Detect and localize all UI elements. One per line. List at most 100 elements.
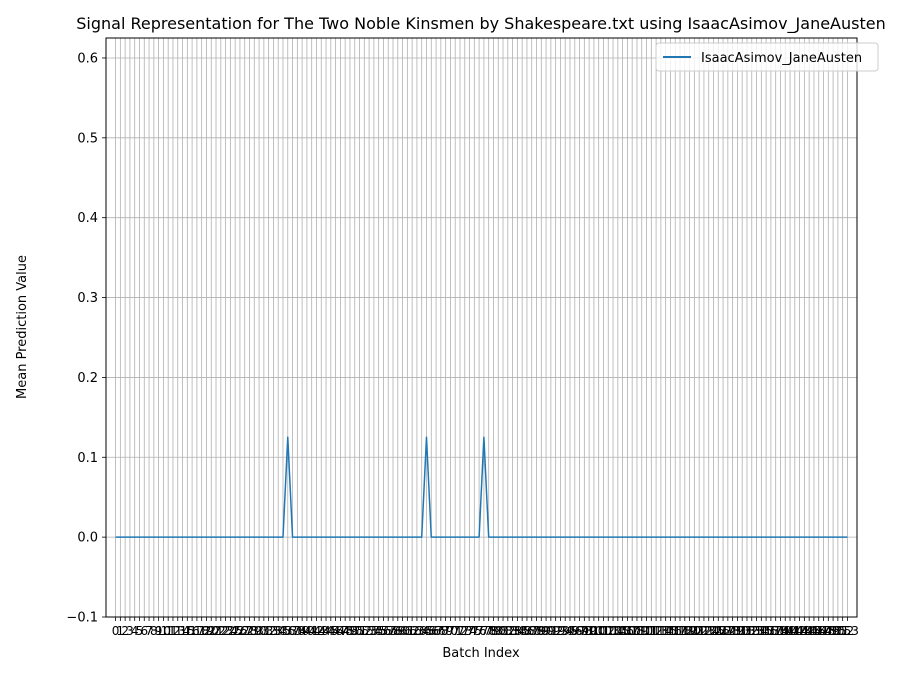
x-tick-label: 105 (606, 624, 629, 638)
x-tick-label: 31 (256, 624, 271, 638)
x-tick-label: 83 (505, 624, 520, 638)
legend: IsaacAsimov_JaneAusten (655, 42, 879, 72)
x-tick-label: 75 (467, 624, 482, 638)
x-tick-label: 18 (194, 624, 209, 638)
x-tick-label: 22 (213, 624, 228, 638)
x-tick-label: 62 (404, 624, 419, 638)
x-tick-label: 64 (414, 624, 429, 638)
x-tick-label: 134 (745, 624, 768, 638)
x-tick-label: 86 (519, 624, 534, 638)
x-tick-label: 10 (156, 624, 171, 638)
x-tick-label: 63 (409, 624, 424, 638)
y-tick-label: 0.2 (77, 371, 98, 386)
x-tick-label: 19 (199, 624, 214, 638)
x-tick-label: 49 (342, 624, 357, 638)
x-tick-label: 130 (726, 624, 749, 638)
x-tick-label: 131 (731, 624, 754, 638)
x-tick-label: 148 (812, 624, 835, 638)
x-tick-label: 118 (669, 624, 692, 638)
x-tick-label: 17 (189, 624, 204, 638)
x-tick-label: 135 (750, 624, 773, 638)
x-tick-label: 97 (572, 624, 587, 638)
x-tick-label: 149 (817, 624, 840, 638)
x-tick-label: 43 (314, 624, 329, 638)
x-tick-label: 153 (836, 624, 859, 638)
x-tick-label: 109 (626, 624, 649, 638)
x-tick-label: 104 (602, 624, 625, 638)
x-tick-label: 106 (611, 624, 634, 638)
x-tick-label: 81 (495, 624, 510, 638)
x-tick-label: 33 (266, 624, 281, 638)
chart-title: Signal Representation for The Two Noble … (76, 14, 885, 34)
x-tick-label: 79 (486, 624, 501, 638)
y-tick-label: 0.4 (77, 211, 98, 226)
x-tick-label: 152 (831, 624, 854, 638)
x-tick-label: 13 (170, 624, 185, 638)
x-tick-label: 96 (567, 624, 582, 638)
x-tick-label: 124 (697, 624, 720, 638)
x-tick-label: 48 (338, 624, 353, 638)
x-tick-label: 30 (251, 624, 266, 638)
x-tick-label: 77 (476, 624, 491, 638)
x-tick-label: 73 (457, 624, 472, 638)
x-tick-label: 90 (538, 624, 553, 638)
x-tick-label: 32 (261, 624, 276, 638)
x-tick-label: 6 (140, 624, 148, 638)
x-tick-label: 78 (481, 624, 496, 638)
x-tick-label: 37 (285, 624, 300, 638)
x-tick-label: 123 (692, 624, 715, 638)
y-tick-label: 0.6 (77, 51, 98, 66)
x-tick-label: 125 (702, 624, 725, 638)
x-tick-label: 14 (175, 624, 190, 638)
x-tick-label: 71 (448, 624, 463, 638)
x-tick-label: 47 (333, 624, 348, 638)
x-tick-label: 82 (500, 624, 515, 638)
x-tick-label: 133 (740, 624, 763, 638)
x-tick-label: 136 (755, 624, 778, 638)
x-tick-label: 20 (204, 624, 219, 638)
x-tick-label: 146 (802, 624, 825, 638)
x-tick-label: 111 (635, 624, 658, 638)
x-tick-label: 23 (218, 624, 233, 638)
x-tick-label: 34 (271, 624, 286, 638)
x-tick-label: 21 (208, 624, 223, 638)
x-tick-label: 50 (347, 624, 362, 638)
x-tick-label: 8 (150, 624, 158, 638)
x-tick-label: 9 (155, 624, 163, 638)
x-tick-label: 39 (294, 624, 309, 638)
x-tick-label: 147 (807, 624, 830, 638)
x-tick-label: 142 (783, 624, 806, 638)
x-tick-label: 54 (366, 624, 381, 638)
y-axis-ticks: −0.1 0.0 0.1 0.2 0.3 0.4 0.5 0.6 (66, 51, 106, 626)
x-tick-label: 70 (443, 624, 458, 638)
y-tick-label: −0.1 (66, 611, 98, 626)
x-tick-label: 102 (592, 624, 615, 638)
x-tick-label: 98 (577, 624, 592, 638)
x-tick-label: 122 (688, 624, 711, 638)
x-tick-label: 88 (529, 624, 544, 638)
x-tick-label: 107 (616, 624, 639, 638)
axes-frame (105, 37, 858, 618)
x-tick-label: 45 (323, 624, 338, 638)
x-tick-label: 140 (774, 624, 797, 638)
x-tick-label: 101 (587, 624, 610, 638)
x-tick-label: 28 (242, 624, 257, 638)
x-tick-label: 143 (788, 624, 811, 638)
x-tick-label: 137 (759, 624, 782, 638)
x-tick-label: 141 (779, 624, 802, 638)
x-tick-label: 60 (395, 624, 410, 638)
x-tick-label: 144 (793, 624, 816, 638)
x-tick-label: 93 (553, 624, 568, 638)
x-tick-label: 12 (165, 624, 180, 638)
x-tick-label: 46 (328, 624, 343, 638)
x-tick-label: 56 (376, 624, 391, 638)
y-tick-label: 0.0 (77, 531, 98, 546)
x-tick-label: 103 (597, 624, 620, 638)
x-tick-label: 53 (361, 624, 376, 638)
x-tick-label: 57 (381, 624, 396, 638)
x-tick-label: 58 (385, 624, 400, 638)
x-tick-label: 5 (136, 624, 144, 638)
y-tick-label: 0.1 (77, 451, 98, 466)
x-tick-label: 76 (471, 624, 486, 638)
